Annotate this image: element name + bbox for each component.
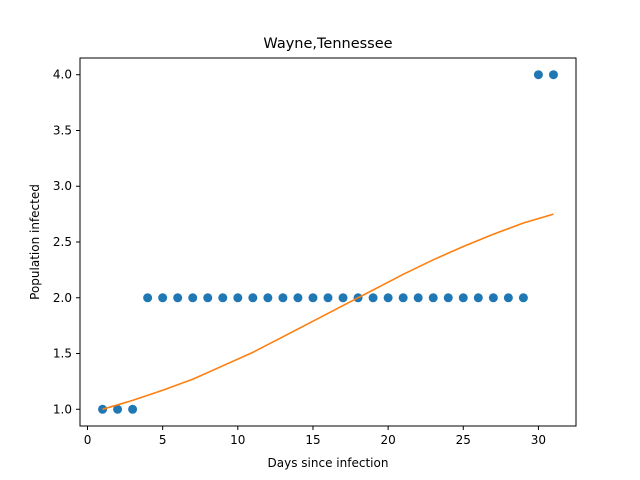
scatter-point	[488, 293, 498, 303]
x-axis: 0 5 10 15 20 25 30	[84, 426, 546, 447]
scatter-point	[398, 293, 408, 303]
y-tick-label: 1.5	[53, 347, 72, 361]
scatter-point	[383, 293, 393, 303]
scatter-point	[323, 293, 333, 303]
scatter-point	[218, 293, 228, 303]
plot-frame	[79, 57, 577, 427]
scatter-point	[338, 293, 348, 303]
scatter-point	[293, 293, 303, 303]
x-tick-label: 5	[159, 433, 167, 447]
fit-curve-line	[102, 213, 554, 411]
y-axis-label: Population infected	[28, 184, 42, 300]
chart-title: Wayne,Tennessee	[263, 36, 392, 52]
x-tick-label: 0	[84, 433, 92, 447]
scatter-point	[308, 293, 318, 303]
scatter-point	[473, 293, 483, 303]
scatter-point	[368, 293, 378, 303]
scatter-point	[458, 293, 468, 303]
y-axis: 1.0 1.5 2.0 2.5 3.0 3.5 4.0	[53, 68, 80, 416]
scatter-point	[428, 293, 438, 303]
scatter-point	[188, 293, 198, 303]
scatter-point	[443, 293, 453, 303]
scatter-point	[203, 293, 213, 303]
scatter-point	[113, 404, 123, 414]
y-tick-label: 3.0	[53, 179, 72, 193]
x-tick-label: 10	[230, 433, 245, 447]
x-tick-label: 30	[531, 433, 546, 447]
y-tick-label: 1.0	[53, 402, 72, 416]
y-tick-label: 3.5	[53, 123, 72, 137]
scatter-point	[278, 293, 288, 303]
y-tick-label: 2.5	[53, 235, 72, 249]
scatter-point	[158, 293, 168, 303]
x-axis-label: Days since infection	[268, 456, 389, 470]
scatter-point	[143, 293, 153, 303]
y-tick-label: 4.0	[53, 68, 72, 82]
scatter-point	[248, 293, 258, 303]
scatter-point	[518, 293, 528, 303]
y-tick-label: 2.0	[53, 291, 72, 305]
scatter-point	[173, 293, 183, 303]
scatter-point	[128, 404, 138, 414]
scatter-point	[233, 293, 243, 303]
x-tick-label: 25	[456, 433, 471, 447]
scatter-point	[413, 293, 423, 303]
scatter-point	[503, 293, 513, 303]
scatter-point	[263, 293, 273, 303]
scatter-point	[533, 70, 543, 80]
x-tick-label: 20	[380, 433, 395, 447]
plot-area	[98, 70, 558, 414]
x-tick-label: 15	[305, 433, 320, 447]
scatter-point	[548, 70, 558, 80]
